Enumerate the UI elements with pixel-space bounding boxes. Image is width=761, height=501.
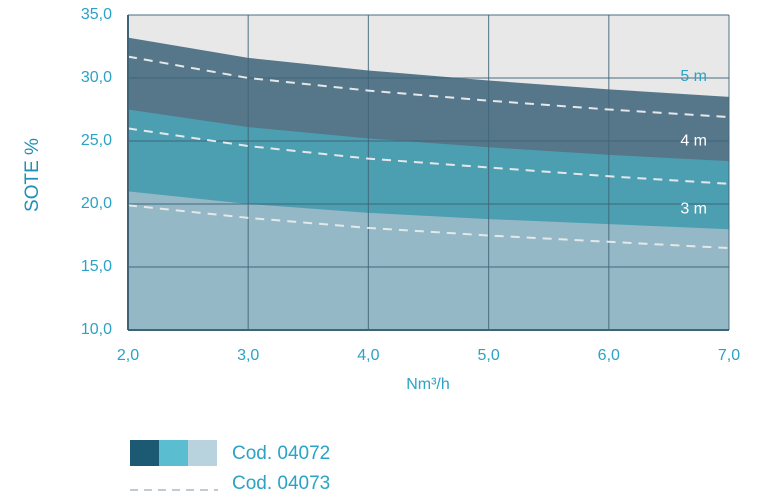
x-tick-label: 4,0 — [357, 347, 379, 364]
x-tick-label: 7,0 — [718, 347, 740, 364]
y-tick-label: 30,0 — [81, 69, 112, 86]
legend-swatch — [130, 440, 159, 466]
legend-swatch — [188, 440, 217, 466]
dashed-line — [127, 55, 730, 119]
y-tick-label: 20,0 — [81, 195, 112, 212]
band-area — [128, 191, 729, 330]
legend-swatch — [159, 440, 188, 466]
y-axis-label: SOTE % — [22, 138, 43, 212]
band-label: 4 m — [680, 132, 707, 149]
x-axis-label: Nm³/h — [406, 376, 450, 393]
legend-label: Cod. 04073 — [232, 473, 330, 494]
x-tick-label: 2,0 — [117, 347, 139, 364]
dashed-line — [127, 127, 730, 185]
dashed-line — [127, 204, 730, 250]
y-tick-label: 25,0 — [81, 132, 112, 149]
band-label: 5 m — [680, 68, 707, 85]
legend-label: Cod. 04072 — [232, 443, 330, 464]
x-tick-label: 6,0 — [598, 347, 620, 364]
band-label: 3 m — [680, 200, 707, 217]
x-tick-label: 3,0 — [237, 347, 259, 364]
x-tick-label: 5,0 — [477, 347, 499, 364]
y-tick-label: 10,0 — [81, 321, 112, 338]
y-tick-label: 35,0 — [81, 6, 112, 23]
y-tick-label: 15,0 — [81, 258, 112, 275]
